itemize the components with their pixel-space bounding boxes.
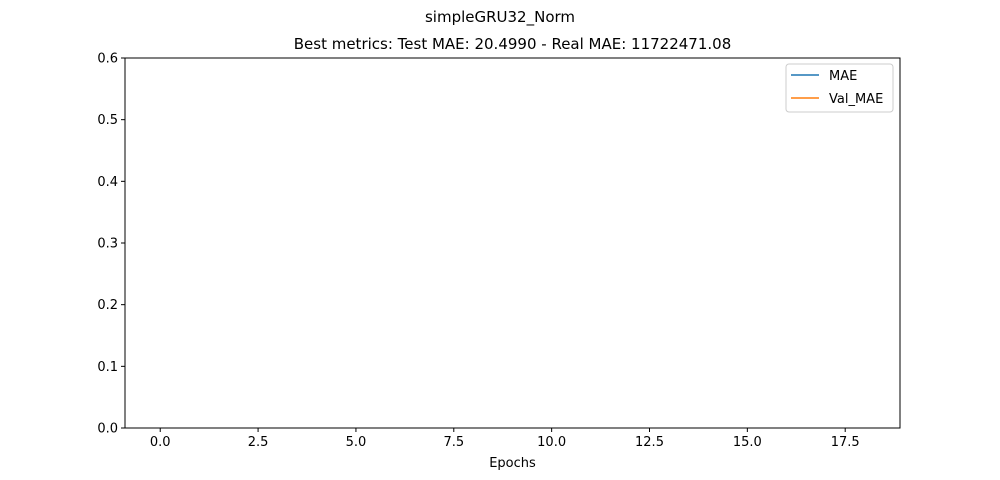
x-tick-label: 5.0	[346, 435, 367, 450]
x-tick-label: 17.5	[831, 435, 860, 450]
x-tick-label: 7.5	[443, 435, 464, 450]
legend-label-mae: MAE	[829, 69, 857, 84]
x-tick-label: 15.0	[733, 435, 762, 450]
y-tick-label: 0.0	[97, 422, 118, 437]
y-tick-label: 0.2	[97, 298, 118, 313]
y-tick-label: 0.4	[97, 175, 118, 190]
x-tick-label: 2.5	[248, 435, 269, 450]
x-tick-label: 10.0	[537, 435, 566, 450]
y-axis: 0.0 0.1 0.2 0.3 0.4 0.5 0.6	[97, 52, 125, 437]
x-tick-label: 0.0	[150, 435, 171, 450]
legend-box	[785, 63, 894, 113]
y-tick-label: 0.1	[97, 360, 118, 375]
plot-area	[125, 58, 900, 428]
chart-suptitle: simpleGRU32_Norm	[425, 8, 575, 27]
x-axis-label: Epochs	[489, 456, 536, 471]
x-tick-label: 12.5	[635, 435, 664, 450]
legend-label-val-mae: Val_MAE	[829, 92, 883, 107]
y-tick-label: 0.5	[97, 113, 118, 128]
chart-title: Best metrics: Test MAE: 20.4990 - Real M…	[294, 35, 732, 53]
x-axis: 0.0 2.5 5.0 7.5 10.0 12.5 15.0 17.5	[150, 428, 860, 450]
plot-frame	[124, 57, 901, 429]
y-tick-label: 0.6	[97, 52, 118, 67]
legend: MAE Val_MAE	[785, 63, 894, 113]
y-tick-label: 0.3	[97, 237, 118, 252]
plot-background	[125, 58, 900, 428]
